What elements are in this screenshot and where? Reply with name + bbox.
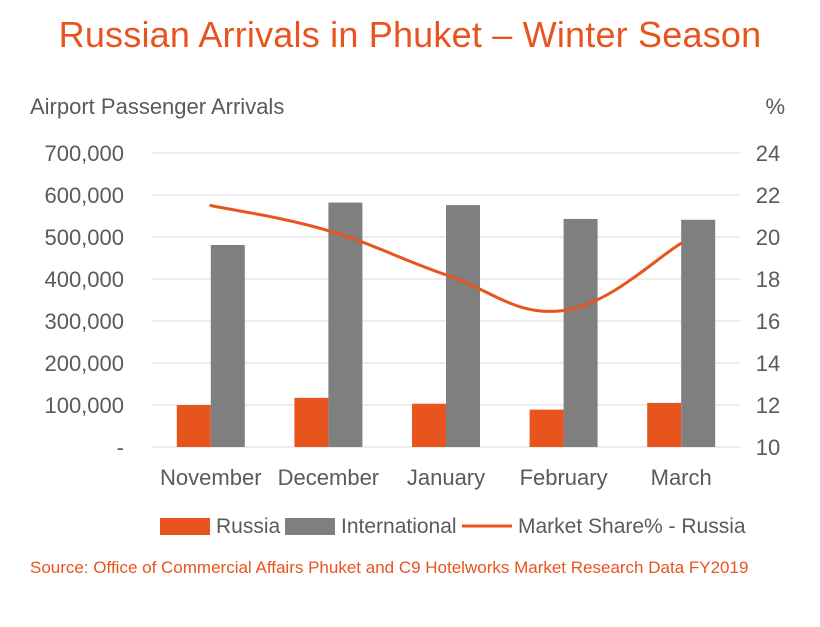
bar-russia (294, 397, 329, 447)
x-axis-ticks: November December January February March (160, 465, 712, 490)
bar-russia (412, 403, 446, 447)
x-tick-label: December (278, 465, 379, 490)
y-tick-label: 600,000 (44, 183, 124, 208)
y2-tick-label: 12 (756, 393, 780, 418)
bar-international (446, 205, 480, 447)
y2-tick-label: 18 (756, 267, 780, 292)
chart-title: Russian Arrivals in Phuket – Winter Seas… (58, 14, 762, 55)
y-tick-label: 200,000 (44, 351, 124, 376)
y2-tick-label: 10 (756, 435, 780, 460)
bars (176, 202, 716, 447)
bar-russia (647, 402, 682, 447)
x-tick-label: January (407, 465, 485, 490)
y2-tick-label: 16 (756, 309, 780, 334)
y-tick-label: 700,000 (44, 141, 124, 166)
legend: Russia International Market Share% - Russi… (160, 515, 746, 538)
y-axis-label: Airport Passenger Arrivals (30, 94, 284, 119)
y2-tick-label: 24 (756, 141, 780, 166)
bar-russia (176, 405, 211, 447)
market-share-line (209, 204, 683, 313)
source-note: Source: Office of Commercial Affairs Phu… (30, 558, 749, 577)
y2-tick-label: 22 (756, 183, 780, 208)
y-tick-label: 300,000 (44, 309, 124, 334)
y2-axis-label: % (765, 94, 785, 119)
y-tick-label: 100,000 (44, 393, 124, 418)
bar-international (328, 202, 363, 447)
legend-label-russia: Russia (216, 515, 281, 538)
bar-russia (529, 409, 564, 447)
y-tick-label: 500,000 (44, 225, 124, 250)
bar-international (210, 244, 245, 447)
y-axis-ticks: - 100,000 200,000 300,000 400,000 500,000 600,… (44, 141, 124, 460)
y2-tick-label: 20 (756, 225, 780, 250)
x-tick-label: February (520, 465, 608, 490)
x-tick-label: November (160, 465, 261, 490)
y2-tick-label: 14 (756, 351, 780, 376)
legend-label-market-share: Market Share% - Russia (518, 515, 746, 538)
legend-label-international: International (341, 515, 457, 538)
market-share-line-group (209, 204, 683, 313)
bar-international (681, 219, 716, 447)
y-tick-label: 400,000 (44, 267, 124, 292)
y-tick-label: - (117, 435, 124, 460)
y2-axis-ticks: 10 12 14 16 18 20 22 24 (756, 141, 780, 460)
legend-swatch-international (285, 518, 335, 535)
x-tick-label: March (651, 465, 712, 490)
bar-international (563, 218, 598, 447)
legend-swatch-russia (160, 518, 210, 535)
